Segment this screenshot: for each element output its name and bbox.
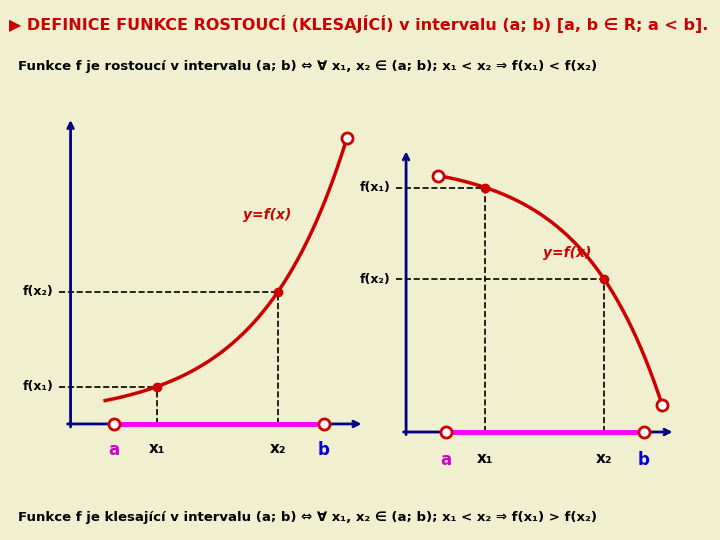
- Text: f(x₂): f(x₂): [359, 273, 390, 286]
- Text: y=f(x): y=f(x): [544, 246, 592, 260]
- Text: a: a: [440, 451, 451, 469]
- Text: x₂: x₂: [596, 451, 612, 466]
- Text: b: b: [318, 442, 330, 460]
- Text: x₁: x₁: [477, 451, 493, 466]
- Text: x₁: x₁: [149, 442, 165, 456]
- Text: y=f(x): y=f(x): [243, 208, 292, 222]
- Text: Funkce f je klesající v intervalu (a; b) ⇔ ∀ x₁, x₂ ∈ (a; b); x₁ < x₂ ⇒ f(x₁) > : Funkce f je klesající v intervalu (a; b)…: [18, 510, 597, 524]
- Text: Funkce f je rostoucí v intervalu (a; b) ⇔ ∀ x₁, x₂ ∈ (a; b); x₁ < x₂ ⇒ f(x₁) < f: Funkce f je rostoucí v intervalu (a; b) …: [18, 59, 597, 73]
- Text: ▶ DEFINICE FUNKCE ROSTOUCÍ (KLESAJÍCÍ) v intervalu (a; b) [a, b ∈ R; a < b].: ▶ DEFINICE FUNKCE ROSTOUCÍ (KLESAJÍCÍ) v…: [9, 15, 708, 33]
- Text: a: a: [108, 442, 120, 460]
- Text: x₂: x₂: [270, 442, 286, 456]
- Text: b: b: [638, 451, 649, 469]
- Text: f(x₁): f(x₁): [359, 181, 390, 194]
- Text: f(x₁): f(x₁): [22, 380, 53, 393]
- Text: f(x₂): f(x₂): [22, 285, 53, 298]
